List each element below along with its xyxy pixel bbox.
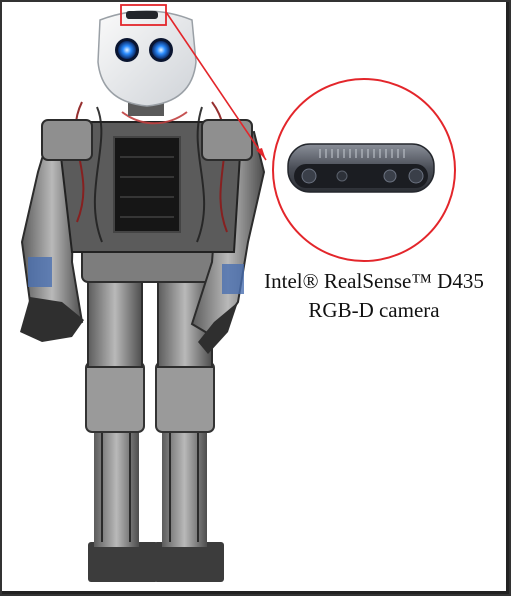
left-hand [20,297,84,342]
left-foot [88,542,158,582]
camera-vent-grille [319,149,405,158]
camera-lens-rgb [383,169,397,183]
left-wrist-label [28,257,52,287]
camera-face-plate [294,164,428,188]
camera-lens-ir-left [301,168,317,184]
left-knee [85,361,145,433]
camera-highlight-box [120,4,167,26]
left-shin [94,422,139,547]
caption-line-2: RGB-D camera [308,298,440,322]
left-shoulder [41,119,93,161]
camera-caption: Intel® RealSense™ D435 RGB-D camera [234,267,511,325]
right-foot [154,542,224,582]
callout-arrowhead [256,148,266,160]
right-eye [152,41,170,59]
right-shin [162,422,207,547]
right-hand [198,302,238,354]
left-thigh [87,271,143,368]
realsense-camera [287,143,435,193]
chest-electronics [113,136,181,233]
camera-lens-ir-right [408,168,424,184]
camera-ir-projector [336,170,348,182]
right-knee [155,361,215,433]
callout-line [165,11,267,161]
right-shoulder [201,119,253,161]
left-eye [118,41,136,59]
humanoid-robot [20,10,266,582]
caption-line-1: Intel® RealSense™ D435 [264,269,484,293]
right-wrist-label [222,264,244,294]
head-camera-slot [126,11,158,19]
